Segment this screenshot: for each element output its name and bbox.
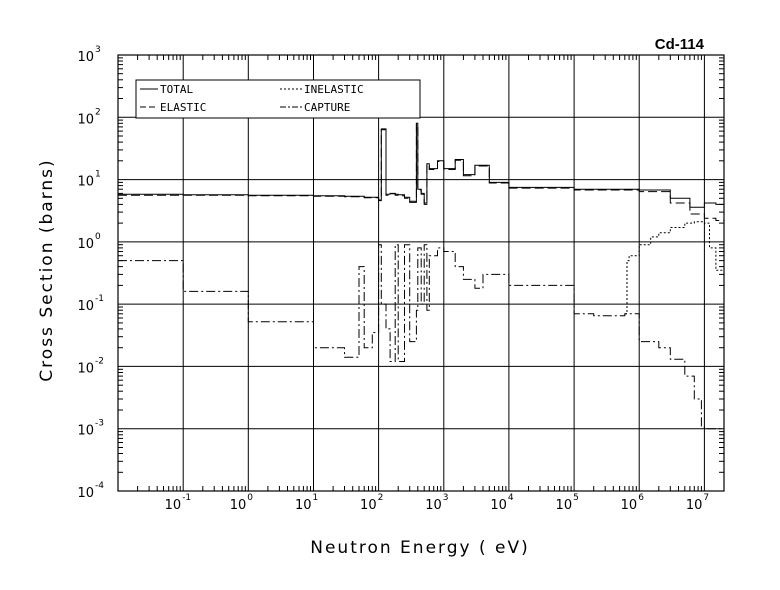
x-tick-label: 10 (556, 498, 573, 513)
legend-label-capture: CAPTURE (304, 101, 350, 114)
y-tick-label: 10 (77, 237, 94, 252)
plot-frame (118, 55, 724, 491)
x-axis-title: Neutron Energy ( eV) (310, 538, 530, 558)
y-tick-label: 10 (77, 424, 94, 439)
legend-label-elastic: ELASTIC (160, 101, 206, 114)
chart-title: Cd-114 (655, 36, 705, 53)
x-tick-label: 10 (490, 498, 507, 513)
x-tick-label: 10 (360, 498, 377, 513)
x-tick-exponent: 1 (313, 493, 319, 503)
x-tick-exponent: 2 (378, 493, 384, 503)
y-tick-exponent: 0 (95, 232, 101, 242)
x-tick-exponent: 3 (443, 493, 449, 503)
x-tick-label: 10 (686, 498, 703, 513)
series-line-elastic (118, 124, 724, 226)
x-tick-exponent: 6 (638, 493, 644, 503)
y-tick-exponent: -1 (95, 294, 104, 304)
y-tick-label: 10 (77, 112, 94, 127)
series-line-total (118, 123, 724, 210)
y-tick-exponent: 3 (95, 45, 101, 55)
x-tick-exponent: 7 (703, 493, 709, 503)
grid-lines (118, 55, 724, 491)
y-tick-exponent: -4 (95, 481, 104, 491)
x-tick-label: 10 (165, 498, 182, 513)
y-tick-exponent: -2 (95, 356, 104, 366)
x-tick-label: 10 (425, 498, 442, 513)
y-tick-label: 10 (77, 299, 94, 314)
x-tick-labels: 10 -1 10 0 10 1 10 2 10 3 10 4 10 5 10 6 10 7 (165, 493, 709, 513)
x-tick-label: 10 (295, 498, 312, 513)
x-tick-exponent: 0 (247, 493, 253, 503)
y-tick-label: 10 (77, 361, 94, 376)
y-tick-exponent: 1 (95, 170, 101, 180)
y-tick-exponent: -3 (95, 419, 104, 429)
y-tick-label: 10 (77, 486, 94, 501)
series-lines (118, 123, 724, 428)
legend: TOTAL INELASTIC ELASTIC CAPTURE (136, 80, 420, 118)
y-axis-title: Cross Section (barns) (37, 158, 57, 381)
x-tick-exponent: -1 (182, 493, 191, 503)
series-line-capture (118, 245, 724, 429)
y-tick-label: 10 (77, 175, 94, 190)
legend-label-inelastic: INELASTIC (304, 83, 364, 96)
x-tick-label: 10 (230, 498, 247, 513)
x-tick-exponent: 5 (573, 493, 579, 503)
y-tick-exponent: 2 (95, 107, 101, 117)
x-tick-label: 10 (621, 498, 638, 513)
y-tick-label: 10 (77, 50, 94, 65)
x-tick-exponent: 4 (508, 493, 514, 503)
legend-label-total: TOTAL (160, 83, 193, 96)
